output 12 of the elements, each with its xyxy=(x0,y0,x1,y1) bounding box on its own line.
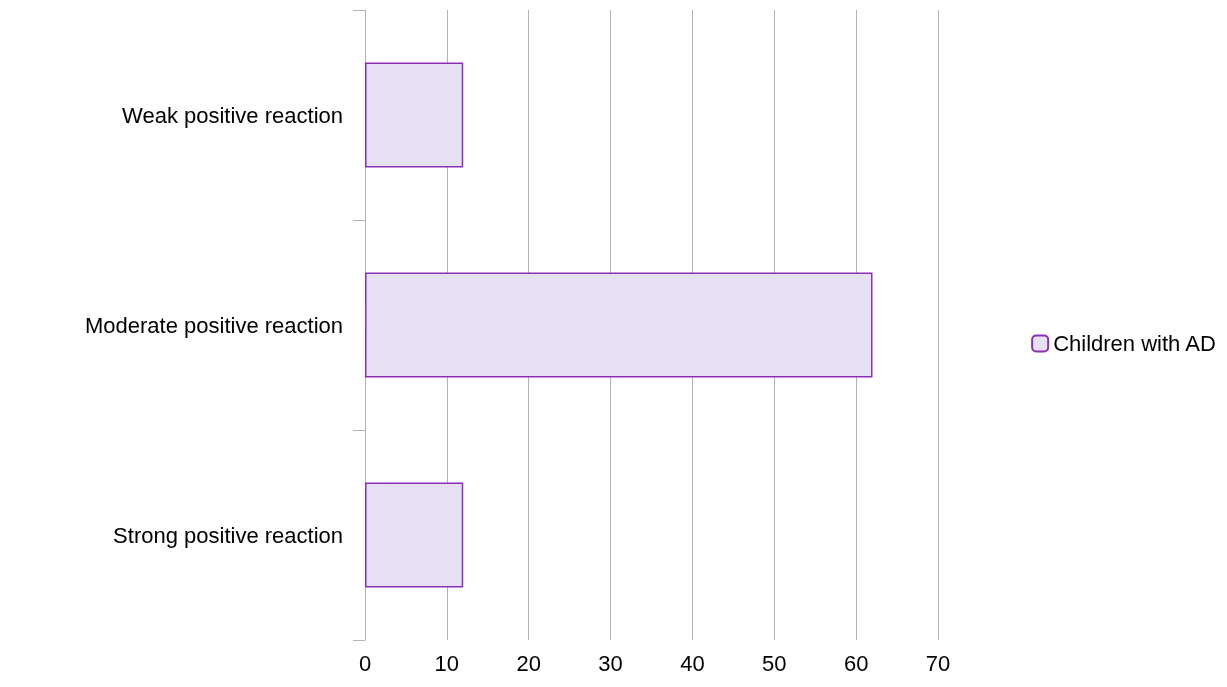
y-tick-label: Moderate positive reaction xyxy=(84,312,343,338)
x-tick-label: 10 xyxy=(434,650,460,676)
x-tick-label: 60 xyxy=(843,650,869,676)
legend-label: Children with AD xyxy=(1053,331,1216,356)
x-tick-label: 40 xyxy=(680,650,705,676)
x-tick-label: 50 xyxy=(762,650,787,676)
x-tick-label: 70 xyxy=(925,650,951,676)
x-tick-label: 30 xyxy=(598,650,623,676)
x-tick-label: 0 xyxy=(358,650,372,676)
y-tick-label: Weak positive reaction xyxy=(122,102,343,128)
x-tick-label: 20 xyxy=(516,650,541,676)
y-tick-label: Strong positive reaction xyxy=(113,522,343,548)
